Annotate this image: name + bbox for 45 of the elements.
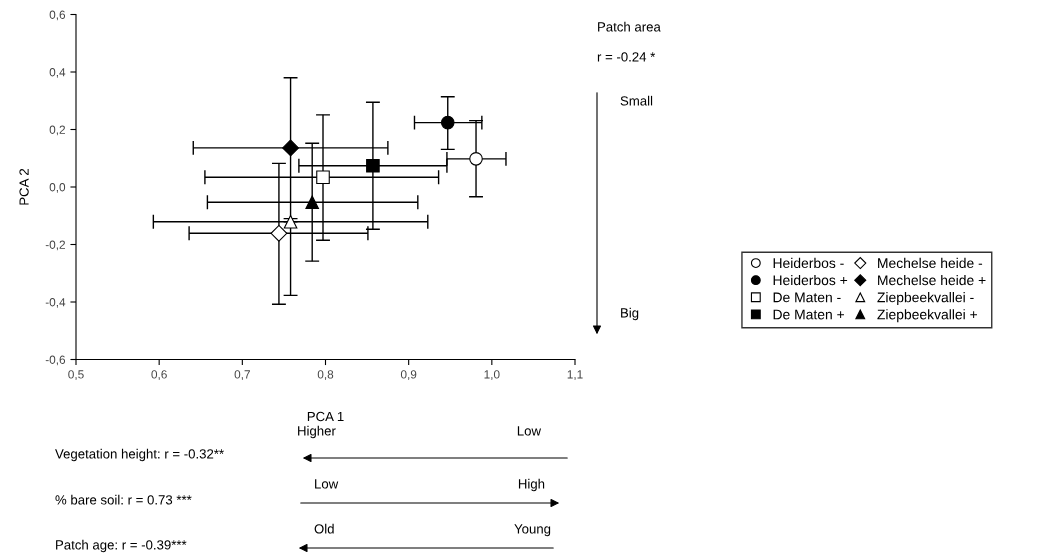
legend-label: Heiderbos - — [773, 257, 844, 269]
text: Vegetation height: r = -0.32** — [55, 448, 224, 462]
text: Low — [315, 479, 339, 489]
text: Young — [514, 524, 551, 537]
point — [270, 224, 288, 242]
point — [366, 158, 380, 173]
legend-label: Mechelse heide + — [878, 274, 986, 286]
text: Old — [314, 523, 334, 534]
legend-label: De Maten + — [773, 309, 844, 320]
legend-label: Ziepbeekvallei + — [877, 309, 978, 323]
y-tick-label: 0,2 — [49, 125, 65, 136]
legend-label: Mechelse heide - — [878, 257, 983, 269]
x-axis-title: PCA 1 — [307, 411, 344, 422]
x-tick-label: 0,7 — [234, 370, 250, 380]
y-tick-label: -0,6 — [45, 355, 66, 366]
x-tick-label: 1,1 — [567, 370, 583, 380]
text: r = -0.24 * — [597, 52, 656, 62]
y-tick-label: 0,4 — [49, 68, 66, 78]
x-tick-label: 0,5 — [68, 370, 84, 380]
legend-label: Ziepbeekvallei - — [877, 292, 974, 306]
y-tick-label: -0,4 — [45, 298, 66, 308]
x-tick-label: 0,6 — [151, 370, 167, 380]
text: High — [518, 478, 545, 492]
x-tick-label: 0,8 — [317, 370, 334, 380]
text: Low — [517, 426, 542, 436]
point — [469, 152, 483, 166]
y-tick-label: 0,6 — [49, 10, 66, 21]
y-tick-label: 0,0 — [49, 183, 66, 193]
point — [282, 139, 299, 157]
x-tick-label: 1,0 — [484, 370, 500, 380]
y-axis-title: PCA 2 — [19, 168, 29, 205]
text: Higher — [298, 425, 336, 439]
point — [440, 115, 455, 130]
x-tick-label: 0,9 — [400, 370, 417, 380]
point — [316, 170, 330, 185]
legend-label: De Maten - — [773, 292, 841, 303]
text: % bare soil: r = 0.73 *** — [55, 494, 192, 505]
legend-label: Heiderbos + — [773, 274, 848, 286]
point — [283, 214, 298, 229]
text: Small — [620, 95, 653, 106]
text: Patch area — [598, 21, 661, 32]
text: Patch age: r = -0.39*** — [56, 539, 187, 553]
point — [305, 195, 319, 210]
text: Big — [621, 307, 639, 321]
y-tick-label: -0,2 — [45, 240, 65, 251]
